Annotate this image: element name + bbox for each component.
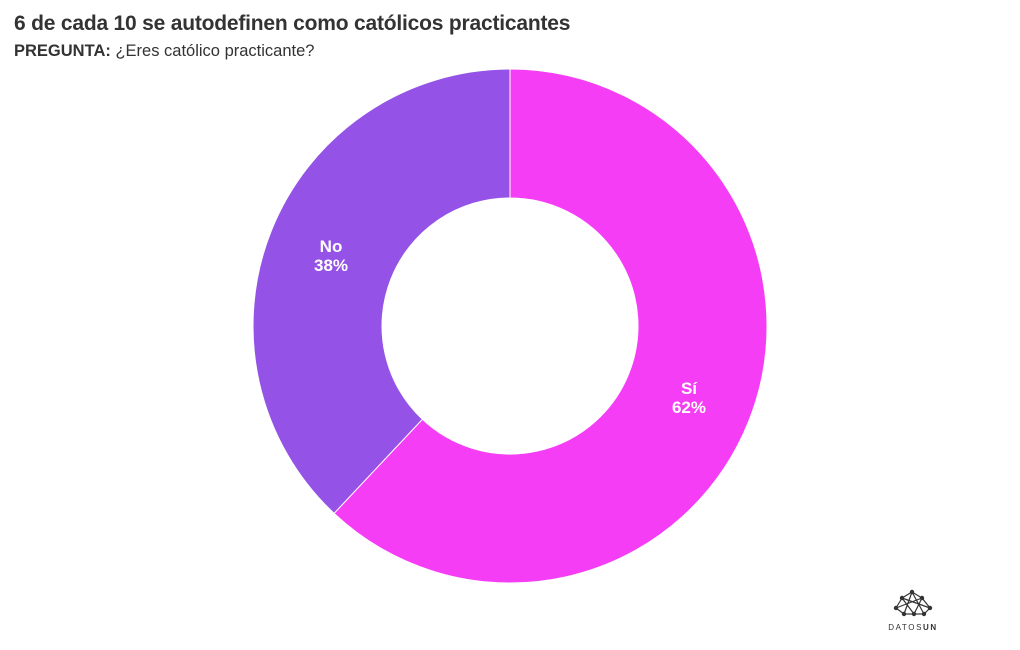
donut-slice-0 — [333, 68, 768, 584]
slice-name-label: Sí — [681, 379, 698, 398]
chart-subtitle: PREGUNTA: ¿Eres católico practicante? — [14, 42, 314, 61]
slice-name-label: No — [320, 237, 343, 256]
question-label: PREGUNTA: — [14, 42, 111, 60]
network-icon — [893, 589, 933, 617]
slice-value-label: 38% — [314, 256, 348, 275]
donut-slices — [252, 68, 768, 584]
question-text: ¿Eres católico practicante? — [115, 42, 315, 60]
slice-value-label: 62% — [672, 398, 706, 417]
datosun-logo: DATOSUN — [880, 586, 946, 636]
logo-wordmark: DATOSUN — [888, 623, 938, 632]
donut-slice-1 — [252, 68, 511, 515]
chart-title: 6 de cada 10 se autodefinen como católic… — [14, 12, 571, 35]
